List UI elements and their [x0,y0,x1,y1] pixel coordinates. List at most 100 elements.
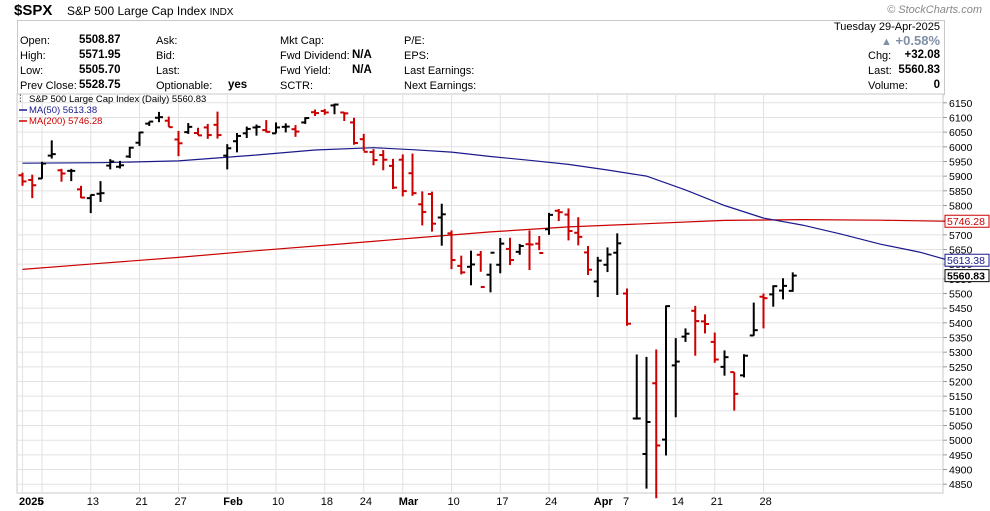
ohlc-bar [350,117,358,145]
stockcharts-credit[interactable]: © StockCharts.com [887,4,982,16]
ohlc-bar [428,191,436,232]
x-tick-label: 2025 [19,496,43,508]
volume-label: Volume: [868,80,908,92]
next-earnings-label: Next Earnings: [404,80,477,92]
ohlc-bar [506,237,514,266]
ohlc-bar [86,193,95,214]
x-tick-label: Apr [594,496,614,508]
y-tick-label: 4950 [949,450,973,462]
ohlc-bar [720,350,729,376]
quote-info-panel: Open: 5508.87 High: 5571.95 Low: 5505.70… [17,20,945,95]
price-tag-box [944,269,990,283]
y-tick-label: 5250 [949,362,973,374]
ohlc-bar [476,250,485,289]
ohlc-bar [398,154,407,197]
chg-value: +32.08 [904,49,941,61]
ohlc-bar [418,191,427,226]
ohlc-bar [38,161,46,180]
x-tick-label: 10 [272,496,284,508]
ohlc-bar [155,111,163,123]
security-name-text: S&P 500 Large Cap Index [67,4,207,18]
ohlc-bar [779,278,787,300]
ticker-symbol[interactable]: $SPX [14,2,53,19]
low-label: Low: [20,65,44,77]
ohlc-bar [613,233,622,295]
ma50-line-group [22,147,949,261]
x-tick-label: Mar [399,496,419,508]
ohlc-bar [281,123,290,133]
prev-close-label: Prev Close: [20,80,77,92]
ohlc-bar [740,354,748,378]
ohlc-bar [496,238,505,274]
ohlc-bar [525,230,534,271]
eps-label: EPS: [404,50,430,62]
ohlc-bar [408,153,417,196]
ohlc-bar [340,111,349,121]
ohlc-bar [574,217,583,246]
x-tick-label: 21 [136,496,148,508]
fwd-dividend-value: N/A [352,49,372,61]
sctr-label: SCTR: [280,80,313,92]
ohlc-bar [652,349,661,499]
y-tick-label: 5350 [949,333,973,345]
ohlc-bar [701,314,709,334]
ohlc-legend-icon: ⫶ [19,94,22,105]
ohlc-bar [457,255,466,275]
fwd-dividend-label: Fwd Dividend: [280,50,350,62]
last-earnings-label: Last Earnings: [404,65,475,77]
ohlc-bar [262,120,271,133]
x-tick-label: 24 [360,496,372,508]
ohlc-bar [554,209,563,222]
ohlc-bar [369,149,378,166]
optionable-value: yes [228,79,248,91]
ohlc-bar [47,140,56,159]
ohlc-bar [57,168,66,182]
y-tick-label: 5200 [949,377,973,389]
last-price-label: Last: [868,65,892,77]
ohlc-bar [545,212,553,235]
ohlc-bar [535,235,544,255]
ohlc-bar [67,168,76,182]
ma200-line [22,218,949,270]
ohlc-bar [194,127,202,137]
chg-label: Chg: [868,50,892,62]
ohlc-bar [691,305,700,356]
y-tick-label: 5800 [949,200,973,212]
ohlc-bar [389,158,397,190]
ohlc-bar [603,247,612,273]
y-tick-label: 6050 [949,127,973,139]
fwd-yield-value: N/A [352,64,372,76]
ohlc-bar [272,122,280,135]
volume-value: 0 [933,79,940,91]
chart-header: $SPX S&P 500 Large Cap Index INDX © Stoc… [0,0,990,20]
ohlc-bar [311,109,319,117]
ohlc-bar [28,174,37,199]
optionable-label: Optionable: [156,80,213,92]
ohlc-bar [623,288,631,326]
ohlc-bar [145,120,154,126]
ohlc-bar [320,108,329,115]
ohlc-bar [564,208,573,241]
ohlc-bar [135,131,144,146]
ohlc-bar [681,328,690,342]
ohlc-bar [447,230,456,270]
legend-entry: MA(50) 5613.38 [29,105,97,116]
ohlc-bar [184,123,193,134]
ohlc-bar [769,285,778,307]
ohlc-bar [203,123,212,139]
ohlc-bar [467,250,475,286]
ohlc-bar [632,354,641,420]
x-tick-label: 27 [175,496,187,508]
pe-label: P/E: [404,35,425,47]
ohlc-bar [242,126,251,139]
ohlc-bar [515,243,524,255]
last-price-value: 5560.83 [898,64,940,76]
y-tick-label: 5400 [949,318,973,330]
legend-entry: MA(200) 5746.28 [29,116,102,127]
x-tick-label: 6 [38,496,44,508]
bid-label: Bid: [156,50,175,62]
y-tick-label: 5100 [949,406,973,418]
x-tick-label: 28 [760,496,772,508]
